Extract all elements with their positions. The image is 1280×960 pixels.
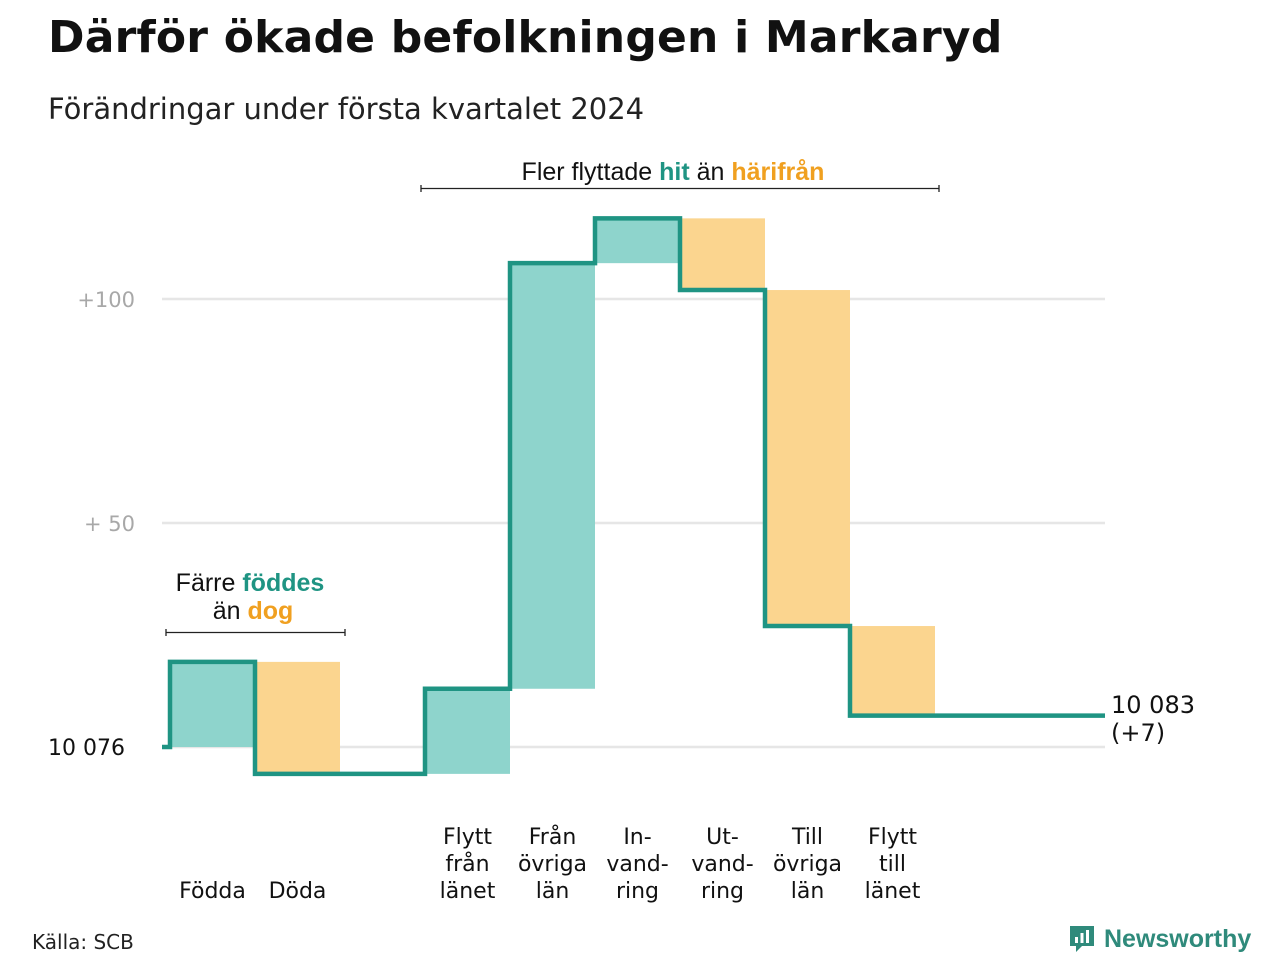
category-label: ring [616,879,659,904]
category-label: Döda [269,879,327,904]
waterfall-step-line [162,216,1105,777]
annotation-migration: Fler flyttade hit än härifrån [522,158,825,186]
chart-subtitle: Förändringar under första kvartalet 2024 [48,92,645,126]
category-label: från [445,851,489,877]
bar-increase [510,263,595,689]
category-label: Födda [179,879,246,904]
category-label: vand- [606,852,668,877]
category-label: län [536,879,570,904]
bar-increase [595,218,680,264]
category-label: län [791,879,825,904]
category-label: Ut- [706,825,739,850]
annotation-bracket [420,185,940,192]
bar-decrease [255,661,340,774]
annotation-bracket [165,629,346,636]
category-label: länet [865,879,921,904]
end-change-label: (+7) [1111,719,1165,747]
category-label: Till [791,825,823,850]
category-label: till [879,852,906,877]
start-value-label: 10 076 [48,736,125,761]
category-label: Från [529,824,577,850]
brand-name: Newsworthy [1104,924,1252,953]
y-tick-label: + 50 [84,512,135,536]
chart-title: Därför ökade befolkningen i Markaryd [48,12,1003,63]
bar-decrease [850,626,935,716]
category-label: övriga [518,852,587,877]
category-label: länet [440,879,496,904]
annotation-natural-line2: än dog [213,597,294,625]
category-label: Flytt [868,825,917,850]
category-label: övriga [773,852,842,877]
end-value-label: 10 083 [1111,691,1195,719]
y-tick-label: +100 [77,288,135,312]
bar-increase [170,661,255,747]
bar-increase [425,688,510,774]
source-note: Källa: SCB [32,930,134,954]
annotation-natural-line1: Färre föddes [176,569,325,597]
category-label: Flytt [443,825,492,850]
category-label: In- [623,825,651,850]
brand-logo: Newsworthy [1068,924,1251,954]
bar-decrease [680,218,765,291]
newsworthy-icon [1070,926,1094,952]
category-label: vand- [691,852,753,877]
category-label: ring [701,879,744,904]
bar-decrease [765,290,850,627]
